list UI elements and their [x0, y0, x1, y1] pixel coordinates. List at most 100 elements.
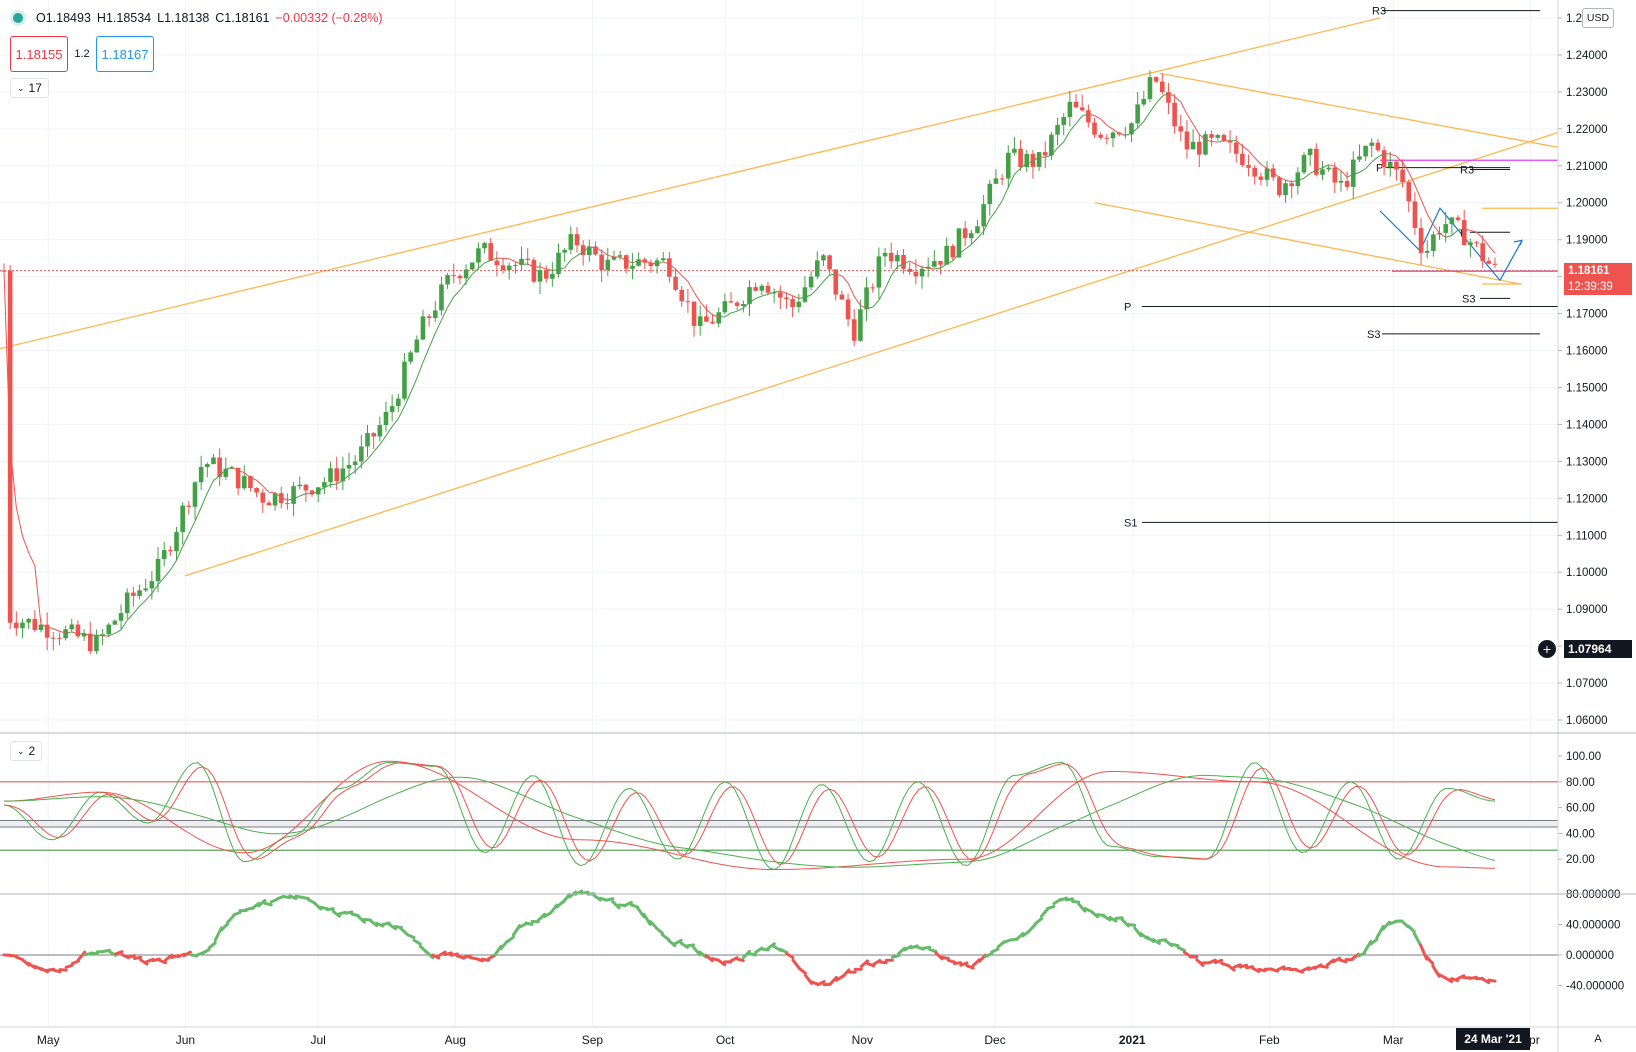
momentum-segment: [1257, 967, 1267, 973]
momentum-segment: [1046, 905, 1056, 910]
candle-body: [1135, 104, 1140, 124]
candle-body: [143, 588, 149, 591]
ma-segment: [515, 261, 522, 265]
candle-body: [106, 624, 112, 635]
ma-segment: [71, 631, 79, 635]
momentum-segment: [449, 952, 460, 957]
price-tick-label: 1.21000: [1566, 161, 1608, 173]
momentum-segment: [1207, 958, 1217, 965]
ma-segment: [200, 492, 208, 508]
candle-body: [303, 484, 309, 491]
candle-body: [981, 204, 986, 227]
candle-body: [322, 482, 327, 488]
buy-button[interactable]: 1.18167: [96, 36, 154, 72]
candle-body: [1104, 137, 1110, 139]
candle-body: [383, 411, 389, 426]
ma-segment: [1174, 96, 1182, 103]
candle-body: [235, 467, 241, 489]
ma-segment: [1291, 179, 1298, 183]
sell-button[interactable]: 1.18155: [10, 36, 68, 72]
candle-body: [1394, 161, 1399, 170]
ma-segment: [644, 260, 652, 264]
ma-segment: [761, 293, 769, 297]
ma-segment: [1217, 140, 1225, 143]
ma-segment: [687, 281, 695, 293]
candle-body: [1055, 124, 1060, 135]
candle-body: [482, 243, 487, 249]
momentum-segment: [1487, 978, 1497, 983]
ma-segment: [59, 630, 66, 634]
ma-segment: [866, 306, 873, 309]
momentum-segment: [1294, 968, 1304, 974]
momentum-segment: [157, 958, 168, 965]
ma-segment: [1390, 153, 1397, 157]
momentum-segment: [1338, 958, 1348, 964]
candle-body: [1024, 154, 1030, 168]
plus-icon[interactable]: +: [1538, 640, 1556, 658]
momentum-segment: [673, 938, 683, 946]
momentum-segment: [89, 951, 99, 956]
candle-body: [759, 285, 765, 291]
candle-body: [1079, 107, 1085, 111]
ma-segment: [564, 259, 572, 269]
ma-segment: [231, 466, 239, 471]
momentum-segment: [1238, 963, 1248, 969]
ma-segment: [601, 250, 609, 256]
candle-body: [1110, 132, 1116, 139]
momentum-segment: [828, 975, 838, 986]
momentum-segment: [704, 953, 714, 963]
candle-body: [654, 260, 660, 267]
price-tick-label: 1.10000: [1566, 567, 1608, 579]
momentum-segment: [1406, 924, 1416, 934]
ma-segment: [1205, 139, 1212, 143]
candle-body: [821, 255, 826, 261]
candle-body: [291, 486, 296, 504]
candle-body: [771, 292, 777, 294]
momentum-segment: [959, 961, 969, 967]
ohlc-open: O1.18493: [36, 11, 91, 25]
ma-segment: [546, 268, 553, 272]
time-axis-label: Nov: [852, 1033, 873, 1047]
ma-segment: [1248, 150, 1256, 159]
candle-body: [285, 503, 290, 505]
candle-body: [63, 629, 68, 639]
ma-segment: [120, 619, 128, 631]
momentum-segment: [779, 948, 789, 954]
candle-body: [858, 309, 863, 341]
time-axis-label: 2021: [1119, 1033, 1146, 1047]
candle-body: [1375, 142, 1381, 151]
momentum-segment: [1145, 935, 1155, 943]
candle-body: [118, 613, 124, 621]
candle-body: [1233, 142, 1239, 154]
ma-segment: [1057, 141, 1065, 149]
candle-body: [1061, 117, 1067, 125]
momentum-segment: [325, 907, 335, 912]
momentum-segment: [1356, 951, 1367, 958]
candle-body: [962, 228, 968, 239]
ma-segment: [465, 274, 473, 283]
candle-body: [1141, 99, 1147, 105]
ma-segment: [287, 498, 294, 501]
ma-segment: [780, 290, 787, 294]
descending-channel-upper: [1159, 72, 1559, 148]
candle-body: [1252, 167, 1258, 177]
ma-segment: [946, 260, 954, 265]
momentum-segment: [953, 961, 963, 966]
chevron-down-icon: ⌄: [17, 745, 25, 756]
momentum-segment: [1102, 914, 1112, 922]
currency-badge[interactable]: USD: [1582, 8, 1614, 28]
indicators-toggle[interactable]: ⌄ 17: [10, 78, 49, 98]
ma-segment: [712, 314, 719, 318]
momentum-segment: [623, 900, 633, 907]
candle-body: [1147, 77, 1153, 100]
auto-scale-button[interactable]: A: [1594, 1033, 1602, 1045]
pane2-legend-toggle[interactable]: ⌄ 2: [10, 741, 43, 761]
ma-segment: [841, 275, 849, 284]
momentum-segment: [648, 919, 658, 930]
price-tick-label: 1.17000: [1566, 309, 1608, 321]
candle-body: [1363, 145, 1368, 157]
momentum-segment: [661, 933, 671, 942]
candle-body: [747, 287, 752, 304]
pivot-levels: R3PR3PS3PS3S1: [1124, 6, 1558, 529]
